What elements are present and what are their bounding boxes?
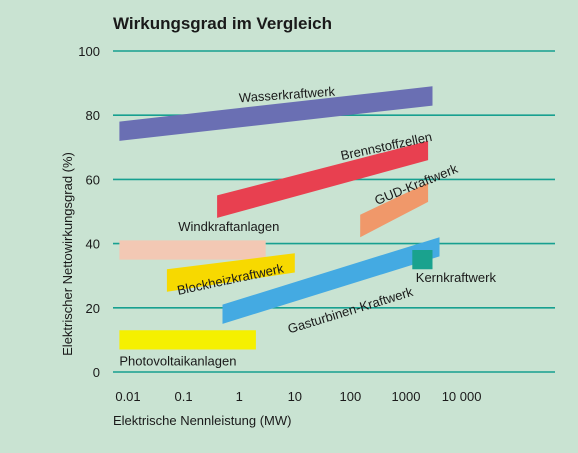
x-tick-label: 0.01 [115,389,140,404]
y-tick-label: 0 [93,365,100,380]
y-tick-labels: 0 20 40 60 80 100 [78,44,100,380]
label-windkraftanlagen: Windkraftanlagen [178,219,279,234]
band-photovoltaikanlagen [119,330,256,350]
y-tick-label: 80 [86,108,100,123]
y-tick-label: 20 [86,301,100,316]
band-wasserkraftwerk [119,86,433,141]
band-gasturbinen-kraftwerk [222,237,440,324]
label-wasserkraftwerk: Wasserkraftwerk [238,84,336,106]
band-windkraftanlagen [119,240,266,260]
band-brennstoffzellen [217,140,429,218]
series-bands [119,86,440,350]
x-tick-label: 10 [288,389,302,404]
label-kernkraftwerk: Kernkraftwerk [416,270,497,285]
y-tick-label: 60 [86,172,100,187]
x-axis-label: Elektrische Nennleistung (MW) [113,413,291,428]
y-axis-label: Elektrischer Nettowirkungsgrad (%) [60,152,75,356]
x-tick-label: 1 [236,389,243,404]
x-tick-label: 10 000 [442,389,482,404]
x-tick-labels: 0.01 0.1 1 10 100 1000 10 000 [115,389,481,404]
y-tick-label: 100 [78,44,100,59]
y-tick-label: 40 [86,237,100,252]
x-tick-label: 0.1 [175,389,193,404]
band-blockheizkraftwerk [166,253,295,292]
x-tick-label: 100 [340,389,362,404]
band-gud-kraftwerk [360,182,429,238]
label-photovoltaikanlagen: Photovoltaikanlagen [119,354,236,369]
chart-title: Wirkungsgrad im Vergleich [113,14,332,33]
band-kernkraftwerk [412,250,433,270]
x-tick-label: 1000 [392,389,421,404]
